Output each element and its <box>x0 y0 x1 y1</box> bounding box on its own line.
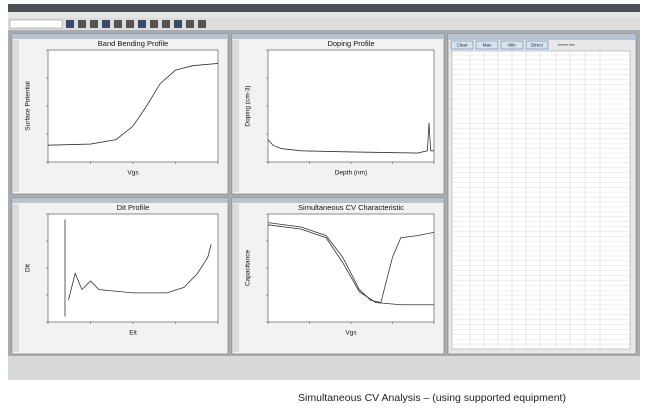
chart-title: Doping Profile <box>327 39 374 48</box>
x-axis-label: Vgs <box>127 170 139 177</box>
side-tabs <box>13 40 19 192</box>
x-axis-label: Eit <box>129 330 137 337</box>
chart-title: Band Bending Profile <box>98 39 168 48</box>
caption: Simultaneous CV Analysis – (using suppor… <box>298 392 566 404</box>
tool-icon[interactable] <box>114 20 122 28</box>
y-axis-label: Doping (cm-3) <box>245 85 252 126</box>
side-tabs <box>13 204 19 352</box>
dropdown[interactable] <box>9 19 63 29</box>
chart-title: Simultaneous CV Characteristic <box>298 203 404 212</box>
tool-icon[interactable] <box>138 20 146 28</box>
button[interactable]: Direct <box>531 43 544 48</box>
chart-window: Band Bending Profile Vgs Surface Potential <box>11 33 229 195</box>
button-bg[interactable] <box>450 40 474 50</box>
tool-icon[interactable] <box>186 20 194 28</box>
chart-window: Dit Profile Eit Dit <box>11 197 229 355</box>
plot-area <box>267 213 435 323</box>
chart-title: Dit Profile <box>117 203 150 212</box>
y-axis-label: Dit <box>25 264 32 272</box>
tool-icon[interactable] <box>174 20 182 28</box>
table-window: Clear Max Min Direct ▪▪▪▪▪▪▪ ▪▪▪▪ <box>447 33 637 355</box>
window-title-bar <box>232 198 444 203</box>
curve <box>68 244 212 301</box>
chart-window: Simultaneous CV Characteristic Vgs Capacit… <box>231 197 445 355</box>
plot-area <box>47 49 219 163</box>
status-area <box>8 356 640 380</box>
tool-icon[interactable] <box>66 20 74 28</box>
curve <box>267 222 435 304</box>
plot-area <box>47 213 219 323</box>
button[interactable]: Min <box>508 43 516 48</box>
table-buttons: Clear Max Min Direct <box>450 40 549 50</box>
tool-icon[interactable] <box>126 20 134 28</box>
chart-window: Doping Profile Depth (nm) Doping (cm-3) <box>231 33 445 195</box>
x-axis-label: Depth (nm) <box>335 170 368 177</box>
window-title-bar <box>12 34 228 39</box>
button-bg[interactable] <box>475 40 499 50</box>
y-axis-label: Capacitance <box>245 250 252 287</box>
plot-area <box>267 49 435 163</box>
table-rows <box>452 51 630 349</box>
title-bar <box>8 4 640 12</box>
y-axis-label: Surface Potential <box>25 81 32 131</box>
tool-icon[interactable] <box>78 20 86 28</box>
table-grid <box>451 50 631 350</box>
x-axis-label: Vgs <box>345 330 357 337</box>
toolbar-icons <box>66 20 206 28</box>
table-header-text: ▪▪▪▪▪▪▪ ▪▪▪▪ <box>558 42 575 47</box>
button-bg[interactable] <box>500 40 524 50</box>
window-title-bar <box>12 198 228 203</box>
tool-icon[interactable] <box>102 20 110 28</box>
tool-icon[interactable] <box>162 20 170 28</box>
curve <box>47 63 219 146</box>
tool-icon[interactable] <box>90 20 98 28</box>
table-title-bar <box>448 34 636 40</box>
button[interactable]: Clear <box>457 43 468 48</box>
menu-bar <box>8 12 640 18</box>
button-bg[interactable] <box>525 40 549 50</box>
tool-icon[interactable] <box>198 20 206 28</box>
curve <box>267 122 434 154</box>
side-tabs <box>233 204 239 352</box>
panels: Band Bending Profile Vgs Surface Potential… <box>11 33 445 355</box>
curve <box>267 224 434 306</box>
tool-icon[interactable] <box>150 20 158 28</box>
side-tabs <box>233 40 239 192</box>
window-title-bar <box>232 34 444 39</box>
button[interactable]: Max <box>483 43 492 48</box>
